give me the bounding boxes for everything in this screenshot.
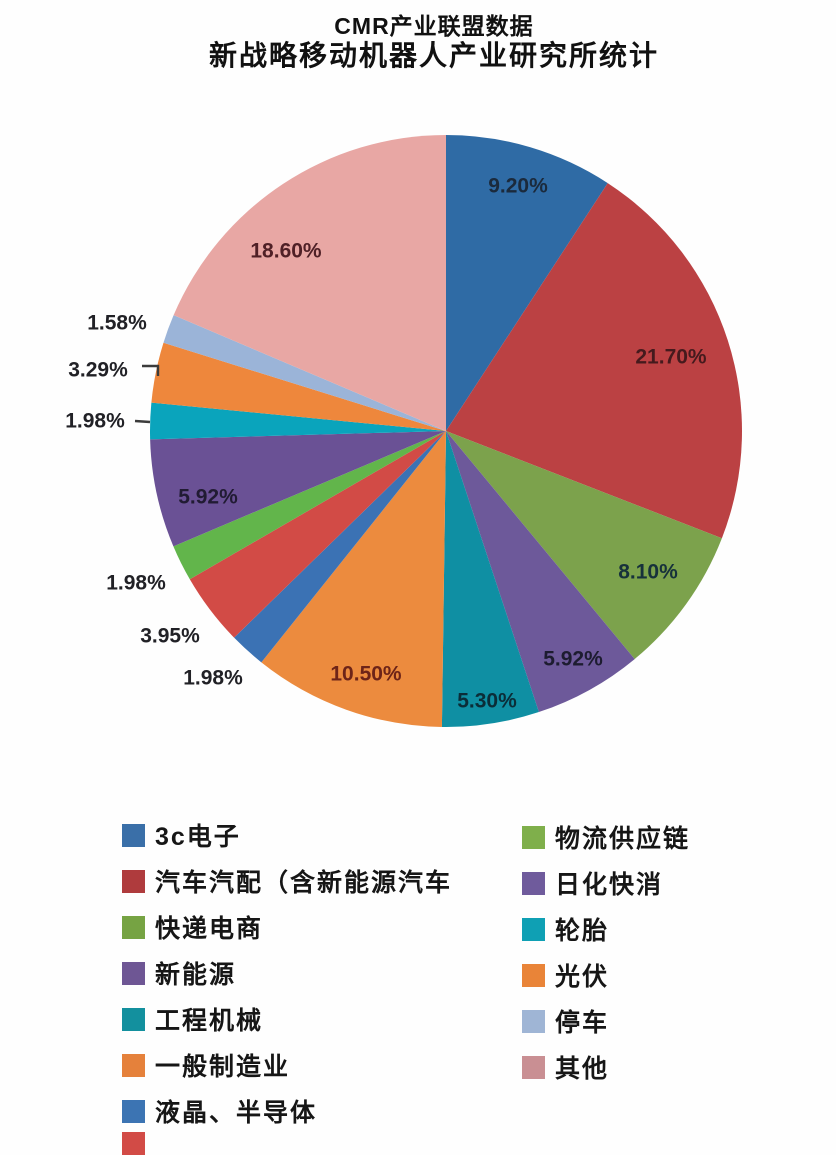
pie-label-3: 5.92% xyxy=(543,648,603,671)
pie-slice-13 xyxy=(173,134,447,431)
pie-slice-9 xyxy=(150,431,446,547)
pie-label-4: 5.30% xyxy=(457,690,517,713)
legend-item-label: 轮胎 xyxy=(555,917,610,945)
legend-swatch xyxy=(122,1053,145,1077)
pie-label-12: 1.58% xyxy=(87,312,147,335)
pie-slice-12 xyxy=(163,315,446,431)
pie-label-13: 18.60% xyxy=(250,240,322,263)
pie-slice-1 xyxy=(446,183,742,539)
pie-label-8: 1.98% xyxy=(106,572,166,595)
legend-row: 新能源 xyxy=(122,955,236,991)
pie-slice-0 xyxy=(446,135,608,431)
chart-title: CMR产业联盟数据 新战略移动机器人产业研究所统计 xyxy=(16,12,836,72)
legend-item-label: 其他 xyxy=(555,1055,610,1083)
legend-swatch xyxy=(522,917,545,941)
pie-label-10: 1.98% xyxy=(65,410,125,433)
legend-swatch xyxy=(122,823,145,847)
pie-slice-6 xyxy=(234,431,446,663)
pie-slice-5 xyxy=(261,431,446,727)
legend-item-label: 液晶、半导体 xyxy=(155,1099,318,1127)
pie-label-0: 9.20% xyxy=(488,175,548,198)
pie-slice-2 xyxy=(446,431,722,660)
pie-slice-7 xyxy=(189,431,446,638)
legend-swatch xyxy=(122,1132,145,1155)
legend-item-label: 停车 xyxy=(555,1009,610,1037)
legend-row: 停车 xyxy=(522,1003,609,1039)
legend-row: 光伏 xyxy=(522,957,609,993)
legend-row: 3c电子 xyxy=(122,817,241,853)
legend-swatch xyxy=(522,1055,545,1079)
pie-slice-3 xyxy=(446,431,635,713)
legend-item-label: 工程机械 xyxy=(155,1007,264,1035)
legend-row-partial xyxy=(122,1132,155,1155)
legend-item-label: 日化快消 xyxy=(555,871,664,899)
legend-row: 工程机械 xyxy=(122,1001,263,1037)
legend-swatch xyxy=(522,1009,545,1033)
pie-label-2: 8.10% xyxy=(618,561,678,584)
legend-swatch xyxy=(122,961,145,985)
pie-label-9: 5.92% xyxy=(178,486,238,509)
legend-swatch xyxy=(122,1007,145,1031)
legend-swatch xyxy=(122,1099,145,1123)
chart-title-line1: CMR产业联盟数据 xyxy=(334,13,534,39)
legend-row: 轮胎 xyxy=(522,911,609,947)
legend-row: 日化快消 xyxy=(522,865,663,901)
legend-item-label: 物流供应链 xyxy=(555,825,691,853)
legend-row: 液晶、半导体 xyxy=(122,1093,317,1129)
chart-title-line2: 新战略移动机器人产业研究所统计 xyxy=(208,40,659,71)
label-leader-line-10 xyxy=(134,419,151,424)
pie-label-6: 1.98% xyxy=(183,667,243,690)
legend-row: 快递电商 xyxy=(122,909,263,945)
legend-row: 物流供应链 xyxy=(522,819,690,855)
legend-row: 汽车汽配（含新能源汽车 xyxy=(122,863,452,899)
legend-item-label: 3c电子 xyxy=(155,823,241,851)
legend-item-label: 新能源 xyxy=(155,961,237,989)
legend-item-label: 汽车汽配（含新能源汽车 xyxy=(155,869,453,897)
pie-slice-4 xyxy=(441,431,539,727)
legend-row: 其他 xyxy=(522,1049,609,1085)
pie-chart: 9.20% 21.70% 8.10% 5.92% 5.30% 10.50% 1.98% 3.9… xyxy=(65,134,742,727)
pie-slice-11 xyxy=(151,342,446,431)
pie-label-1: 21.70% xyxy=(635,346,707,369)
label-leader-line-11 xyxy=(142,364,160,376)
pie-slice-8 xyxy=(173,431,446,580)
legend-swatch xyxy=(522,963,545,987)
legend-item-label: 快递电商 xyxy=(155,915,264,943)
legend-swatch xyxy=(122,869,145,893)
legend-row: 一般制造业 xyxy=(122,1047,290,1083)
legend-swatch xyxy=(522,825,545,849)
pie-slice-10 xyxy=(150,402,446,440)
legend-swatch xyxy=(522,871,545,895)
pie-label-5: 10.50% xyxy=(330,663,402,686)
pie-label-7: 3.95% xyxy=(140,625,200,648)
legend-item-label: 光伏 xyxy=(555,963,610,991)
pie-label-11: 3.29% xyxy=(68,359,128,382)
legend-item-label: 一般制造业 xyxy=(155,1053,291,1081)
legend-swatch xyxy=(122,915,145,939)
